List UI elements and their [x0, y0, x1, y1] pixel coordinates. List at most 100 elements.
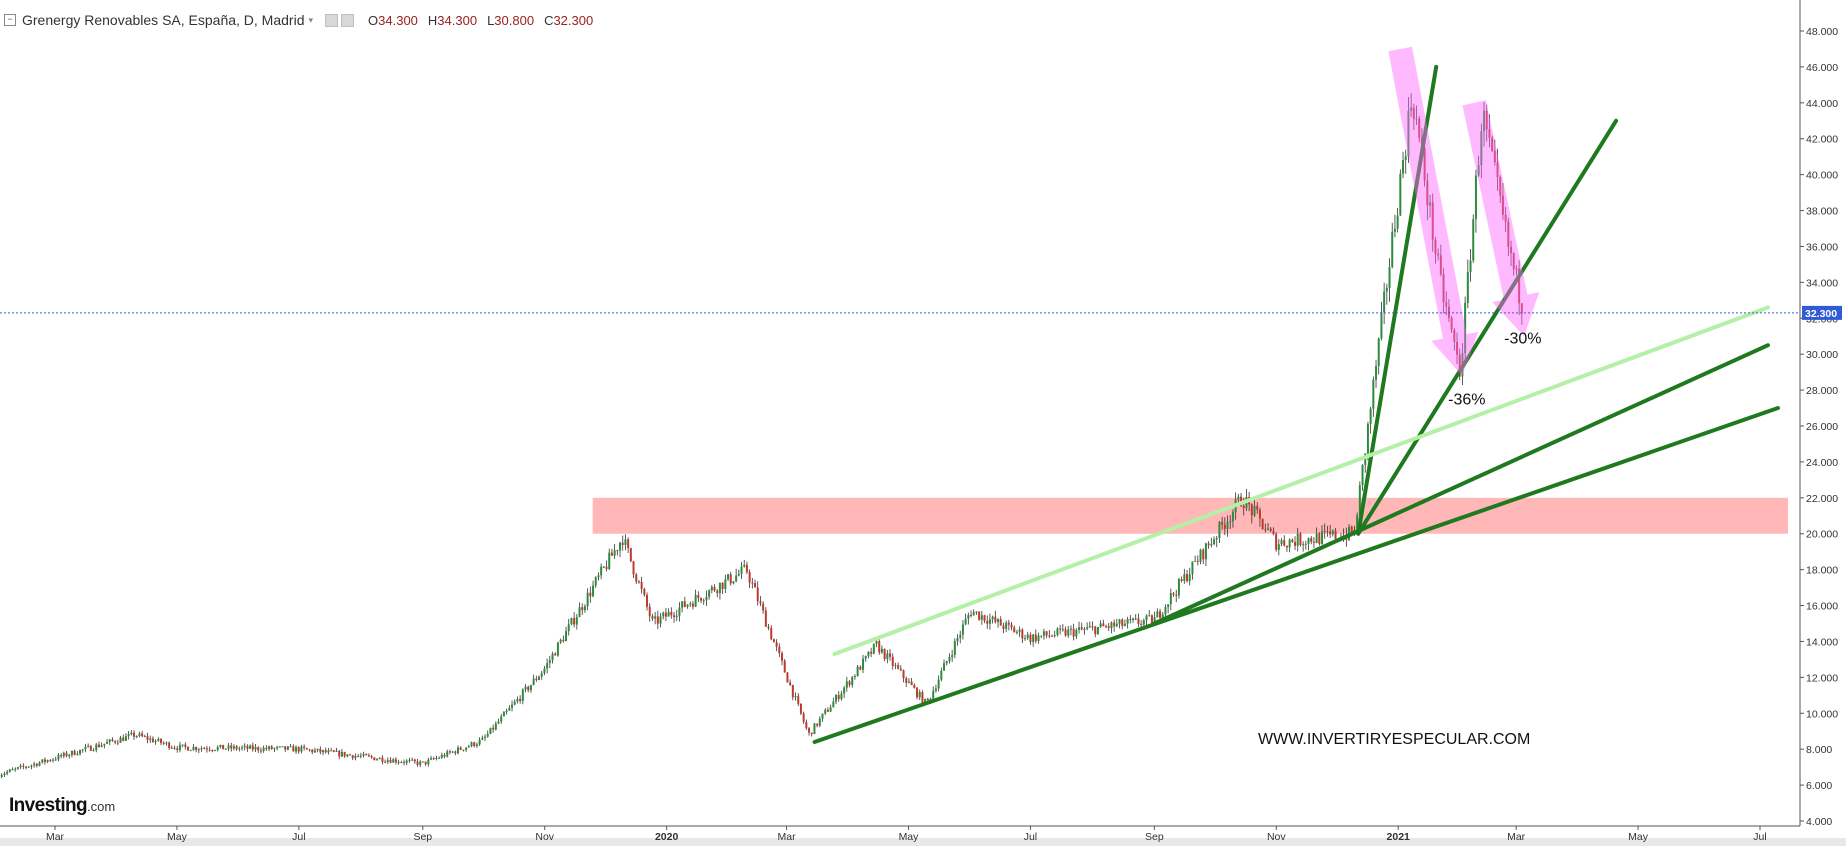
candle-body: [101, 745, 103, 747]
candle-body: [265, 748, 267, 749]
candle-body: [770, 628, 772, 639]
candle-body: [778, 647, 780, 653]
candle-body: [465, 747, 467, 749]
candle-body: [84, 747, 86, 750]
candle-body: [935, 688, 937, 690]
candle-body: [233, 746, 235, 748]
candle-body: [211, 750, 213, 751]
candle-body: [68, 755, 70, 756]
candle-body: [1159, 611, 1161, 617]
candle-body: [341, 752, 343, 757]
candle-body: [1213, 539, 1215, 543]
candle-body: [430, 758, 432, 759]
candle-body: [735, 575, 737, 581]
bottom-scroll-strip: [0, 838, 1846, 846]
candle-body: [179, 745, 181, 750]
y-tick-label: 46.000: [1806, 62, 1838, 74]
candle-body: [705, 597, 707, 600]
candle-body: [481, 738, 483, 740]
candle-body: [452, 751, 454, 752]
candle-body: [1305, 544, 1307, 545]
candle-body: [584, 606, 586, 610]
candle-body: [562, 640, 564, 641]
candle-body: [1394, 229, 1396, 232]
candle-body: [36, 764, 38, 766]
candle-body: [708, 590, 710, 596]
candle-body: [435, 758, 437, 759]
candle-body: [1148, 615, 1150, 616]
candle-body: [1332, 531, 1334, 535]
candle-body: [379, 758, 381, 759]
candle-body: [6, 772, 8, 774]
candle-body: [595, 577, 597, 585]
candle-body: [1227, 522, 1229, 529]
candle-body: [441, 755, 443, 758]
candle-body: [859, 667, 861, 670]
candle-body: [417, 761, 419, 764]
candle-body: [352, 755, 354, 758]
candle-body: [832, 702, 834, 708]
candle-body: [824, 710, 826, 714]
candle-body: [381, 758, 383, 762]
candle-body: [390, 760, 392, 763]
candle-body: [1281, 540, 1283, 544]
candle-body: [476, 744, 478, 746]
candle-body: [1259, 510, 1261, 519]
settings-icon[interactable]: [325, 14, 338, 27]
candle-body: [903, 670, 905, 678]
candle-body: [103, 744, 105, 746]
candle-body: [3, 774, 5, 775]
candle-body: [319, 749, 321, 752]
candle-body: [1121, 619, 1123, 625]
candle-body: [684, 601, 686, 606]
collapse-icon[interactable]: −: [4, 14, 16, 26]
candle-body: [1043, 631, 1045, 635]
candle-body: [919, 692, 921, 697]
candle-body: [657, 616, 659, 623]
candle-body: [373, 757, 375, 760]
candle-body: [1124, 624, 1126, 626]
candle-body: [309, 749, 311, 750]
candle-body: [892, 657, 894, 666]
candle-body: [665, 613, 667, 617]
candle-body: [406, 761, 408, 763]
candle-body: [255, 747, 257, 749]
candle-body: [1191, 562, 1193, 575]
candle-body: [878, 641, 880, 652]
candle-body: [1119, 619, 1121, 623]
y-tick-label: 4.000: [1806, 816, 1832, 828]
candle-body: [1194, 561, 1196, 562]
candle-body: [1054, 635, 1056, 636]
candle-body: [203, 748, 205, 749]
candle-body: [975, 612, 977, 613]
candle-body: [449, 751, 451, 752]
candle-body: [427, 760, 429, 765]
close-icon[interactable]: [341, 14, 354, 27]
candle-body: [754, 583, 756, 587]
x-tick-label: 2020: [655, 831, 679, 843]
candle-body: [190, 750, 192, 751]
candle-body: [1083, 629, 1085, 630]
candle-body: [908, 682, 910, 683]
candle-body: [395, 759, 397, 762]
ohlc-open: O34.300: [368, 13, 418, 28]
candle-body: [66, 753, 68, 756]
candle-body: [176, 748, 178, 750]
trendline: [815, 408, 1778, 742]
candle-body: [938, 680, 940, 689]
candle-body: [716, 591, 718, 594]
candle-body: [219, 745, 221, 747]
candle-body: [165, 743, 167, 744]
candle-body: [554, 654, 556, 656]
candle-body: [357, 756, 359, 757]
candle-body: [1370, 409, 1372, 424]
candle-body: [1294, 542, 1296, 546]
chevron-down-icon[interactable]: ▾: [308, 15, 313, 26]
candle-body: [346, 754, 348, 756]
candle-body: [244, 746, 246, 747]
candle-body: [74, 751, 76, 755]
instrument-title[interactable]: Grenergy Renovables SA, España, D, Madri…: [22, 12, 304, 28]
candle-body: [128, 734, 130, 736]
candle-body: [292, 746, 294, 751]
y-tick-label: 18.000: [1806, 565, 1838, 577]
